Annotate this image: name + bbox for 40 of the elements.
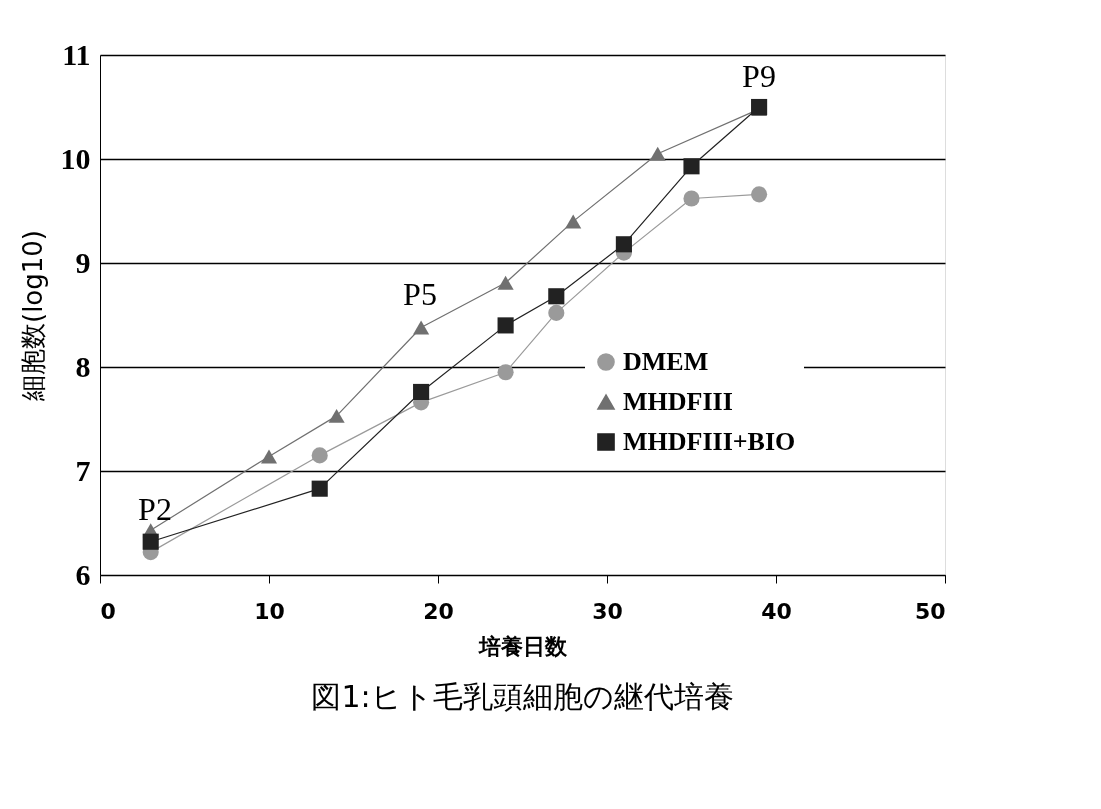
annotation: P2 [138, 491, 172, 527]
text: 図1:ヒト毛乳頭細胞の継代培養 [311, 679, 734, 714]
y-tick-label: 10 [60, 141, 91, 175]
point [751, 98, 768, 116]
y-tick-label: 11 [62, 37, 91, 71]
legend-label: DMEM [623, 347, 709, 376]
x-tick-label: 0 [100, 598, 116, 624]
point [548, 304, 565, 321]
point [497, 317, 514, 334]
point [683, 158, 700, 175]
y-tick-label: 8 [75, 349, 91, 383]
point [311, 480, 328, 497]
legend-label: MHDFIII+BIO [623, 427, 796, 456]
y-axis-title: 細胞数(log10) [17, 229, 48, 403]
point [311, 447, 328, 464]
point [615, 236, 632, 253]
x-tick-label: 10 [254, 598, 285, 624]
point [413, 383, 430, 401]
legend-label: MHDFIII [623, 387, 733, 416]
point [565, 214, 582, 229]
x-tick-label: 50 [914, 598, 946, 624]
x-tick-label: 30 [592, 598, 623, 624]
point [751, 186, 768, 203]
annotation: P9 [742, 58, 776, 94]
point [548, 288, 565, 305]
point [142, 533, 159, 550]
x-tick-label: 20 [423, 598, 454, 624]
y-tick-label: 9 [75, 245, 91, 279]
point [649, 146, 666, 161]
y-tick-label: 7 [75, 453, 91, 487]
point [497, 364, 514, 381]
point [328, 408, 345, 423]
annotation: P5 [403, 276, 437, 312]
x-tick-label: 40 [761, 598, 792, 624]
point [683, 190, 700, 207]
y-tick-label: 6 [75, 557, 91, 591]
point [260, 449, 278, 464]
point [413, 320, 430, 335]
x-axis-title: 培養日数 [478, 633, 568, 659]
point [497, 275, 514, 290]
